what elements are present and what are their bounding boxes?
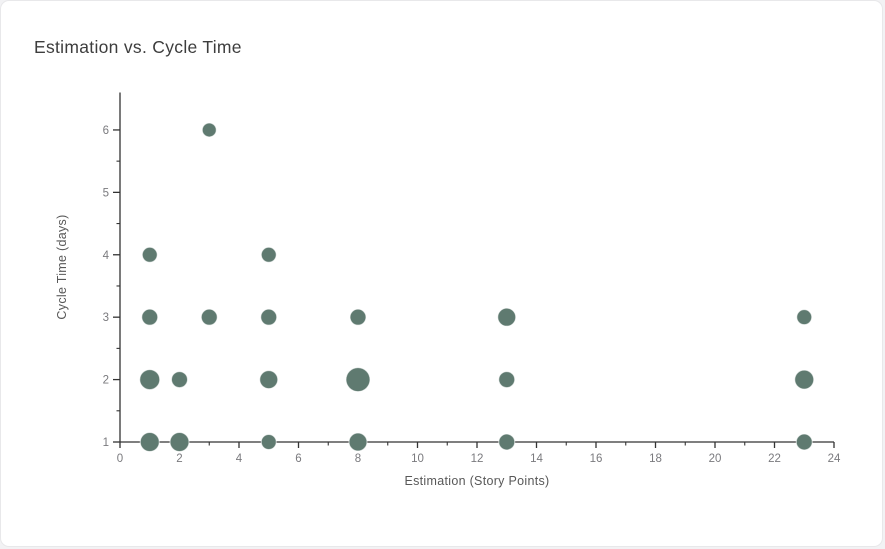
data-point[interactable] (345, 367, 371, 393)
data-point[interactable] (260, 308, 278, 326)
x-tick-label: 0 (117, 453, 123, 465)
data-point[interactable] (348, 432, 368, 452)
x-tick-label: 24 (828, 453, 841, 465)
x-axis-label: Estimation (Story Points) (404, 474, 549, 488)
data-point[interactable] (259, 370, 279, 390)
x-tick-label: 10 (411, 453, 424, 465)
data-point[interactable] (260, 246, 277, 263)
data-point[interactable] (498, 371, 516, 389)
data-point[interactable] (349, 308, 367, 326)
x-tick-label: 16 (590, 453, 603, 465)
x-tick-label: 20 (709, 453, 722, 465)
x-tick-label: 2 (176, 453, 182, 465)
data-point[interactable] (200, 308, 218, 326)
x-tick-label: 22 (768, 453, 781, 465)
y-tick-label: 4 (103, 250, 110, 262)
y-tick-label: 6 (103, 125, 109, 137)
chart-title: Estimation vs. Cycle Time (34, 37, 242, 57)
y-tick-label: 2 (103, 375, 109, 387)
data-point[interactable] (498, 433, 516, 451)
x-tick-label: 6 (295, 453, 301, 465)
data-point[interactable] (139, 369, 161, 391)
data-point[interactable] (796, 309, 813, 326)
y-axis-label: Cycle Time (days) (55, 214, 69, 319)
data-point[interactable] (141, 308, 159, 326)
data-point[interactable] (171, 371, 188, 389)
x-tick-label: 14 (530, 453, 543, 465)
data-point[interactable] (260, 434, 277, 450)
x-tick-label: 4 (236, 453, 243, 465)
points-layer (139, 122, 815, 452)
data-point[interactable] (795, 433, 813, 451)
data-point[interactable] (169, 432, 190, 452)
x-tick-label: 8 (355, 453, 361, 465)
data-point[interactable] (139, 432, 160, 452)
data-point[interactable] (794, 369, 815, 390)
data-point[interactable] (497, 307, 517, 327)
y-tick-label: 5 (103, 187, 109, 199)
y-tick-label: 3 (103, 312, 109, 324)
data-point[interactable] (141, 246, 158, 263)
x-tick-label: 18 (649, 453, 662, 465)
x-tick-label: 12 (471, 453, 484, 465)
y-tick-label: 1 (103, 437, 109, 449)
data-point[interactable] (201, 122, 217, 138)
